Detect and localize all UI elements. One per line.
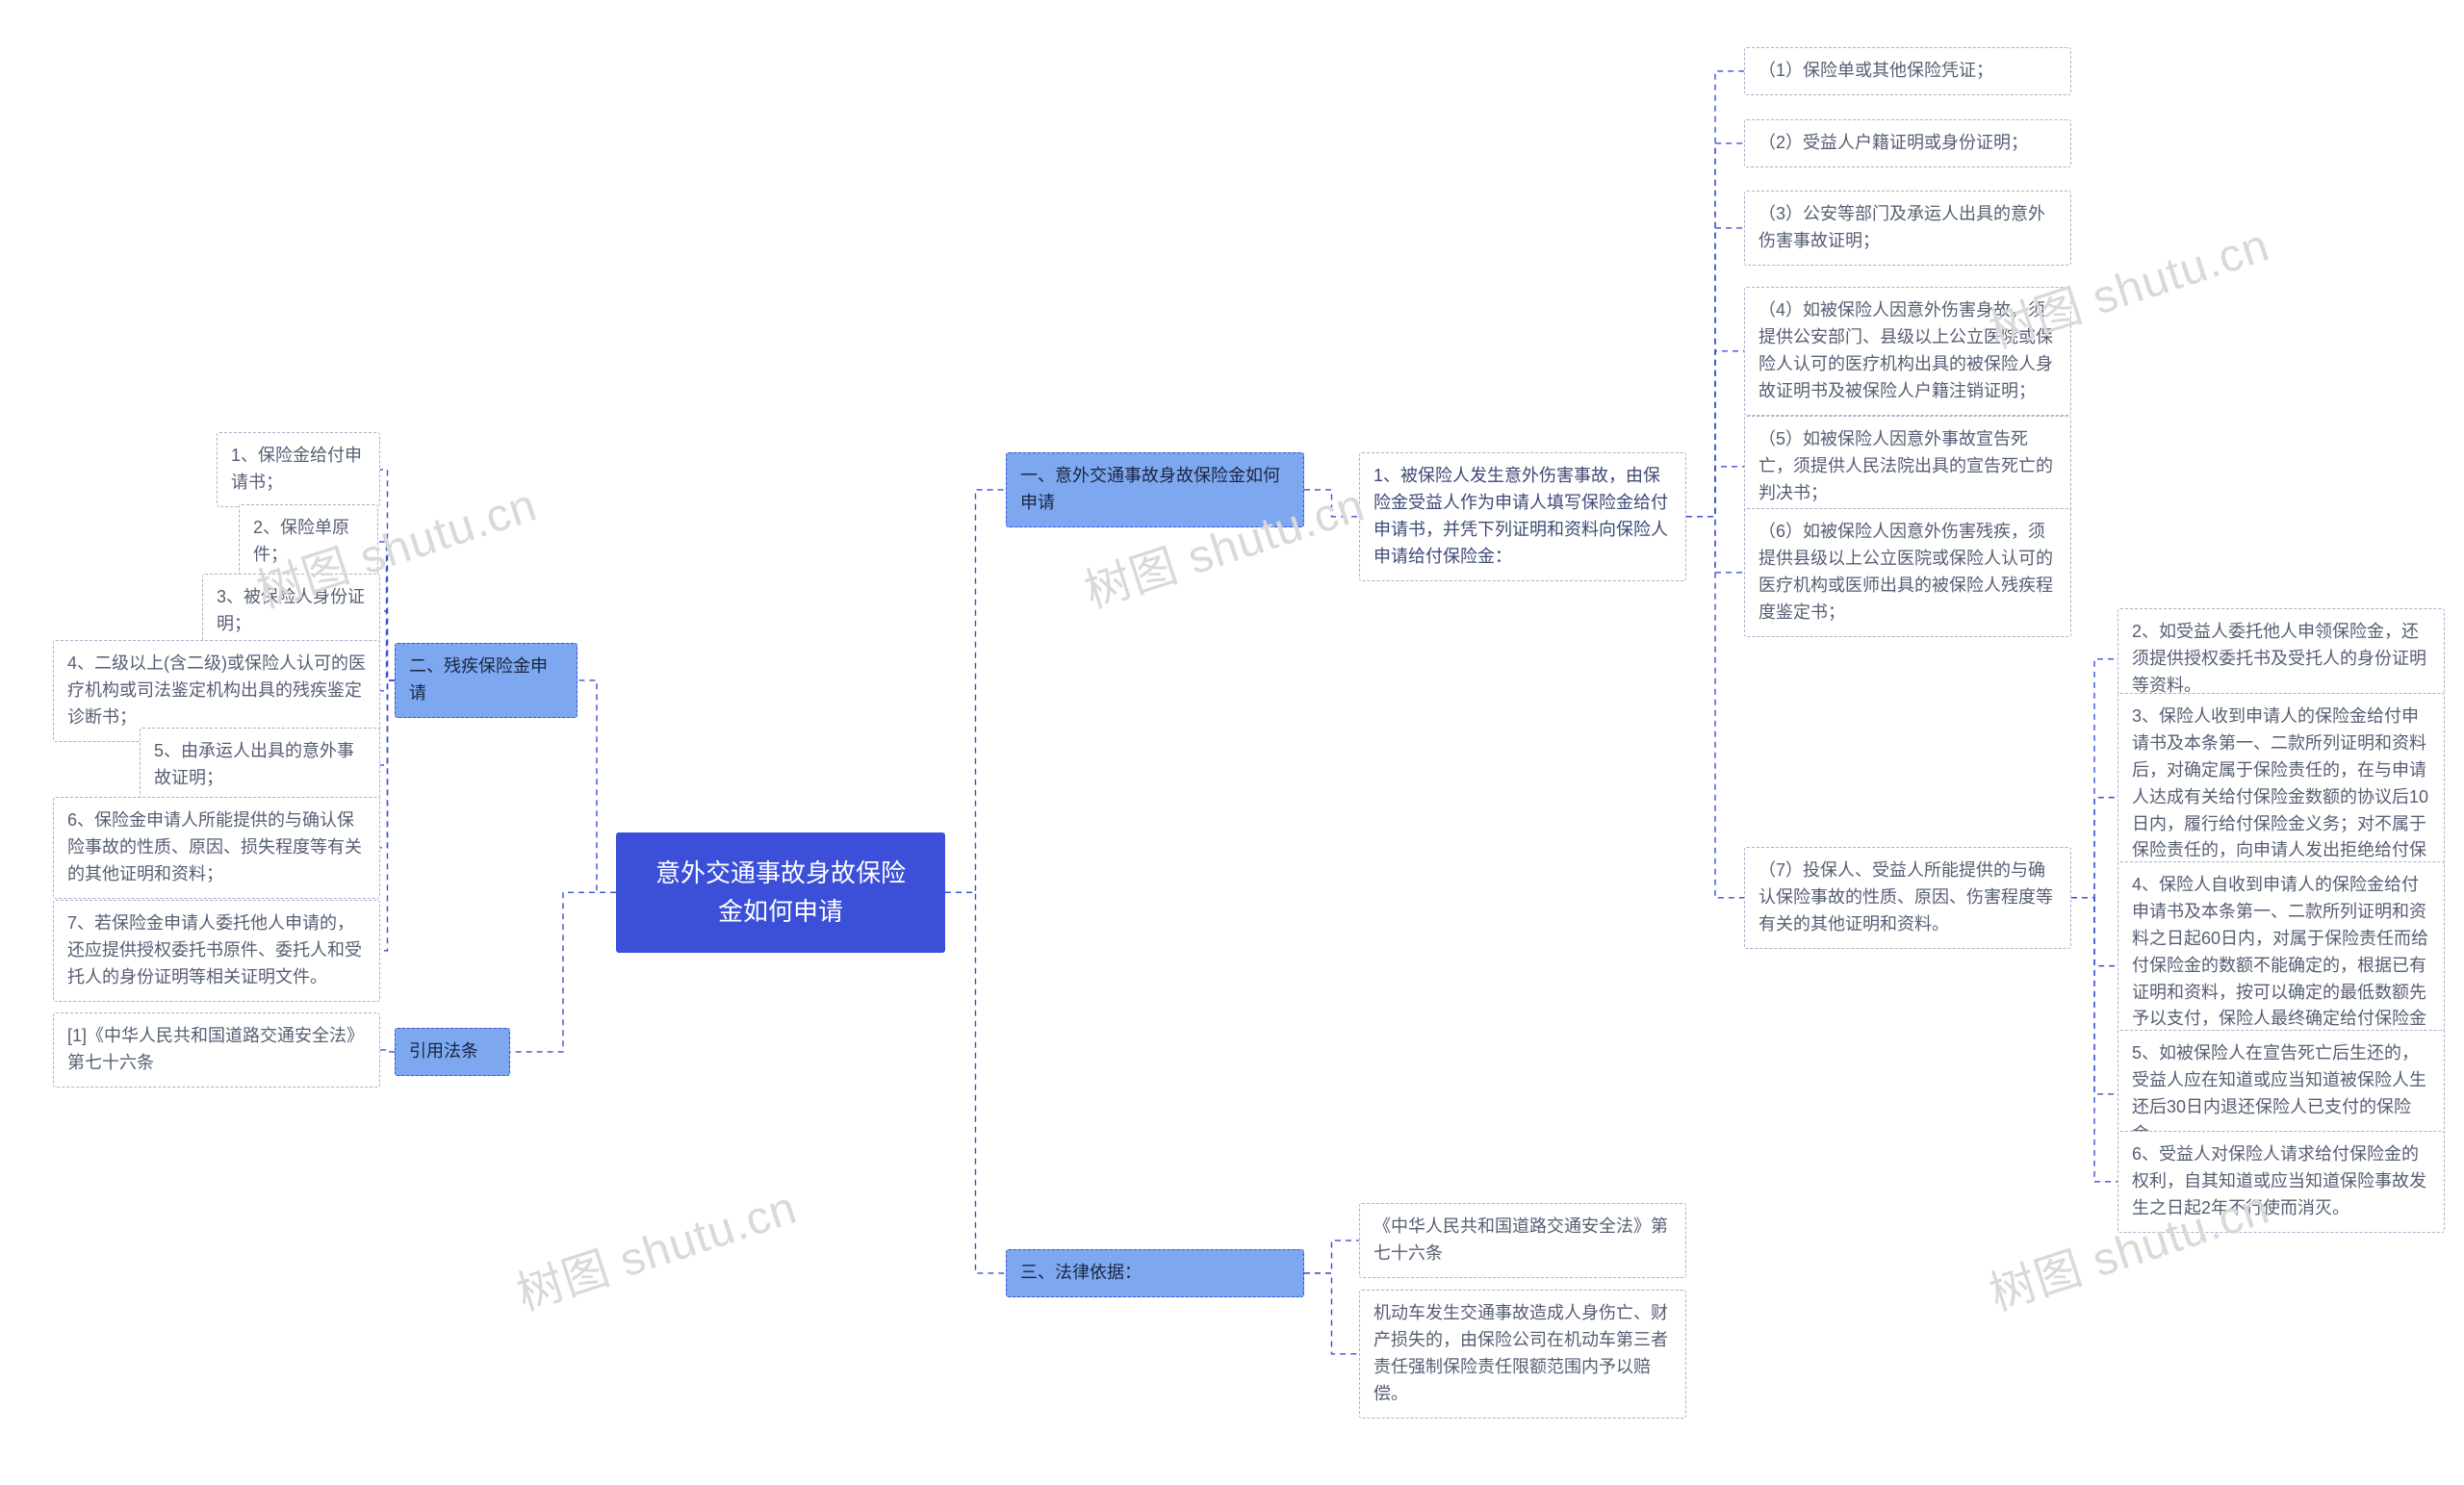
b4c1[interactable]: [1]《中华人民共和国道路交通安全法》第七十六条 [53, 1012, 380, 1088]
b1s1c6[interactable]: （6）如被保险人因意外伤害残疾，须提供县级以上公立医院或保险人认可的医疗机构或医… [1744, 508, 2071, 637]
b3c1[interactable]: 《中华人民共和国道路交通安全法》第七十六条 [1359, 1203, 1686, 1278]
b3[interactable]: 三、法律依据： [1006, 1249, 1304, 1297]
g5[interactable]: 6、受益人对保险人请求给付保险金的权利，自其知道或应当知道保险事故发生之日起2年… [2118, 1131, 2445, 1233]
b2c7[interactable]: 7、若保险金申请人委托他人申请的，还应提供授权委托书原件、委托人和受托人的身份证… [53, 900, 380, 1002]
b2c4[interactable]: 4、二级以上(含二级)或保险人认可的医疗机构或司法鉴定机构出具的残疾鉴定诊断书； [53, 640, 380, 742]
b2c6[interactable]: 6、保险金申请人所能提供的与确认保险事故的性质、原因、损失程度等有关的其他证明和… [53, 797, 380, 899]
b4[interactable]: 引用法条 [395, 1028, 510, 1076]
b1s1c5[interactable]: （5）如被保险人因意外事故宣告死亡，须提供人民法院出具的宣告死亡的判决书； [1744, 416, 2071, 518]
b1s1c4[interactable]: （4）如被保险人因意外伤害身故，须提供公安部门、县级以上公立医院或保险人认可的医… [1744, 287, 2071, 416]
root-node[interactable]: 意外交通事故身故保险金如何申请 [616, 832, 945, 953]
b1s1c7[interactable]: （7）投保人、受益人所能提供的与确认保险事故的性质、原因、伤害程度等有关的其他证… [1744, 847, 2071, 949]
watermark: 树图 shutu.cn [507, 1169, 805, 1323]
b2c5[interactable]: 5、由承运人出具的意外事故证明； [140, 728, 380, 803]
b1[interactable]: 一、意外交通事故身故保险金如何申请 [1006, 452, 1304, 527]
b1s1[interactable]: 1、被保险人发生意外伤害事故，由保险金受益人作为申请人填写保险金给付申请书，并凭… [1359, 452, 1686, 581]
b1s1c1[interactable]: （1）保险单或其他保险凭证； [1744, 47, 2071, 95]
b1s1c2[interactable]: （2）受益人户籍证明或身份证明； [1744, 119, 2071, 167]
b2c3[interactable]: 3、被保险人身份证明； [202, 574, 380, 649]
b2c2[interactable]: 2、保险单原件； [239, 504, 378, 579]
b3c2[interactable]: 机动车发生交通事故造成人身伤亡、财产损失的，由保险公司在机动车第三者责任强制保险… [1359, 1290, 1686, 1419]
b2c1[interactable]: 1、保险金给付申请书； [217, 432, 380, 507]
b1s1c3[interactable]: （3）公安等部门及承运人出具的意外伤害事故证明； [1744, 191, 2071, 266]
b2[interactable]: 二、残疾保险金申请 [395, 643, 578, 718]
